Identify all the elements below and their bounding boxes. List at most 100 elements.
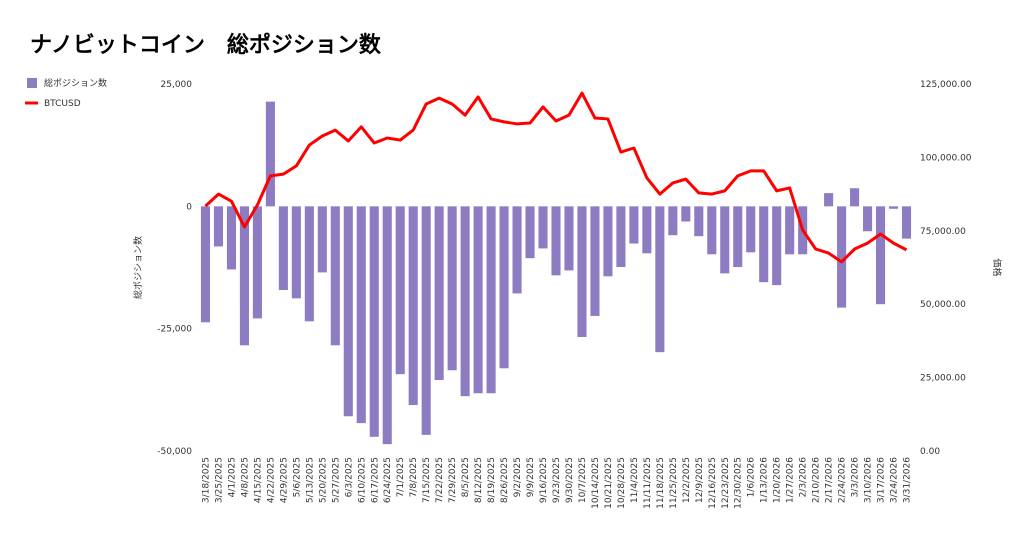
y-tick-label: 0	[186, 202, 192, 212]
bar	[733, 206, 743, 268]
x-tick-label: 5/13/2025	[305, 457, 315, 503]
y2-tick-label: 50,000.00	[920, 300, 966, 310]
x-tick-label: 12/30/2025	[734, 457, 744, 509]
bar	[447, 206, 457, 371]
x-tick-label: 1/20/2026	[773, 457, 783, 503]
bar	[200, 206, 211, 323]
bar	[317, 206, 327, 273]
bar	[395, 206, 405, 375]
bar	[824, 193, 834, 207]
legend-swatch	[27, 78, 37, 88]
x-tick-label: 11/11/2025	[643, 457, 653, 509]
bar	[304, 206, 314, 322]
x-tick-label: 10/28/2025	[617, 457, 627, 509]
x-tick-label: 9/23/2025	[552, 457, 562, 503]
x-tick-label: 4/22/2025	[266, 457, 276, 503]
x-tick-label: 2/17/2026	[825, 457, 835, 503]
bar	[863, 206, 873, 232]
bar	[434, 206, 444, 381]
chart-title: ナノビットコイン 総ポジション数	[30, 32, 382, 58]
x-tick-label: 8/5/2025	[461, 457, 471, 497]
bar	[213, 206, 224, 247]
bar	[343, 206, 353, 417]
x-tick-label: 1/6/2026	[747, 457, 757, 498]
x-tick-label: 3/25/2025	[214, 457, 224, 503]
x-tick-label: 4/1/2025	[227, 457, 237, 497]
bar	[226, 206, 236, 270]
bar	[603, 206, 613, 277]
bar	[330, 206, 340, 346]
x-tick-label: 7/29/2025	[448, 457, 458, 503]
legend-label: BTCUSD	[44, 99, 81, 109]
y-tick-label: -25,000	[157, 325, 192, 335]
bar	[746, 206, 756, 253]
x-tick-label: 8/26/2025	[500, 457, 510, 503]
x-tick-label: 2/3/2026	[799, 457, 809, 498]
x-tick-label: 10/21/2025	[604, 457, 614, 509]
x-tick-label: 9/2/2025	[513, 457, 523, 497]
x-tick-label: 12/23/2025	[721, 457, 731, 509]
x-tick-label: 7/22/2025	[435, 457, 445, 503]
bar	[901, 206, 912, 239]
x-tick-label: 2/24/2026	[838, 457, 848, 503]
x-tick-label: 10/7/2025	[578, 457, 588, 503]
bar	[408, 206, 418, 406]
bar	[421, 206, 431, 435]
bar	[720, 206, 730, 274]
x-tick-label: 12/9/2025	[695, 457, 705, 503]
x-tick-label: 6/3/2025	[344, 457, 354, 497]
x-tick-label: 6/17/2025	[370, 457, 380, 503]
x-tick-label: 4/29/2025	[279, 457, 289, 503]
bar	[525, 206, 535, 259]
x-tick-label: 7/15/2025	[422, 457, 432, 503]
bar	[629, 206, 639, 244]
bar	[291, 206, 301, 299]
x-tick-label: 3/18/2025	[201, 457, 211, 503]
x-tick-label: 1/13/2026	[760, 457, 770, 503]
x-tick-label: 6/24/2025	[383, 457, 393, 503]
x-tick-label: 9/30/2025	[565, 457, 575, 503]
x-tick-label: 11/25/2025	[669, 457, 679, 509]
y2-tick-label: 100,000.00	[920, 153, 972, 163]
y-tick-label: -50,000	[157, 447, 192, 457]
bar	[564, 206, 574, 271]
x-tick-label: 11/18/2025	[656, 457, 666, 509]
line	[204, 91, 908, 264]
legend-label: 総ポジション数	[44, 77, 107, 89]
x-tick-label: 2/10/2026	[812, 457, 822, 503]
y-tick-label: 25,000	[161, 80, 193, 90]
x-tick-label: 9/16/2025	[539, 457, 549, 503]
bar	[694, 206, 704, 237]
y2-tick-label: 0.00	[920, 447, 940, 457]
x-tick-label: 8/12/2025	[474, 457, 484, 503]
bar	[681, 206, 691, 222]
y2-tick-label: 25,000.00	[920, 374, 966, 384]
x-tick-label: 10/14/2025	[591, 457, 601, 509]
x-tick-label: 7/8/2025	[409, 457, 419, 497]
bar	[278, 206, 288, 291]
bar	[369, 206, 379, 437]
x-tick-label: 12/2/2025	[682, 457, 692, 503]
bar	[551, 206, 561, 276]
bar	[668, 206, 678, 236]
x-tick-label: 4/15/2025	[253, 457, 263, 503]
x-tick-label: 7/1/2025	[396, 457, 406, 497]
bar	[577, 206, 587, 337]
x-tick-label: 1/27/2026	[786, 457, 796, 503]
bar	[473, 206, 483, 394]
bar	[850, 188, 860, 207]
x-tick-label: 3/3/2026	[851, 457, 861, 498]
bar	[655, 206, 665, 353]
bar	[265, 101, 275, 207]
x-tick-label: 11/4/2025	[630, 457, 640, 503]
bar	[512, 206, 522, 294]
bar	[252, 206, 262, 319]
x-tick-label: 3/31/2026	[903, 457, 913, 503]
x-tick-label: 8/19/2025	[487, 457, 497, 503]
x-tick-label: 9/9/2025	[526, 457, 536, 497]
bar	[888, 206, 899, 209]
bar	[707, 206, 717, 255]
bar	[837, 206, 847, 308]
bar	[759, 206, 769, 283]
bar	[486, 206, 496, 394]
